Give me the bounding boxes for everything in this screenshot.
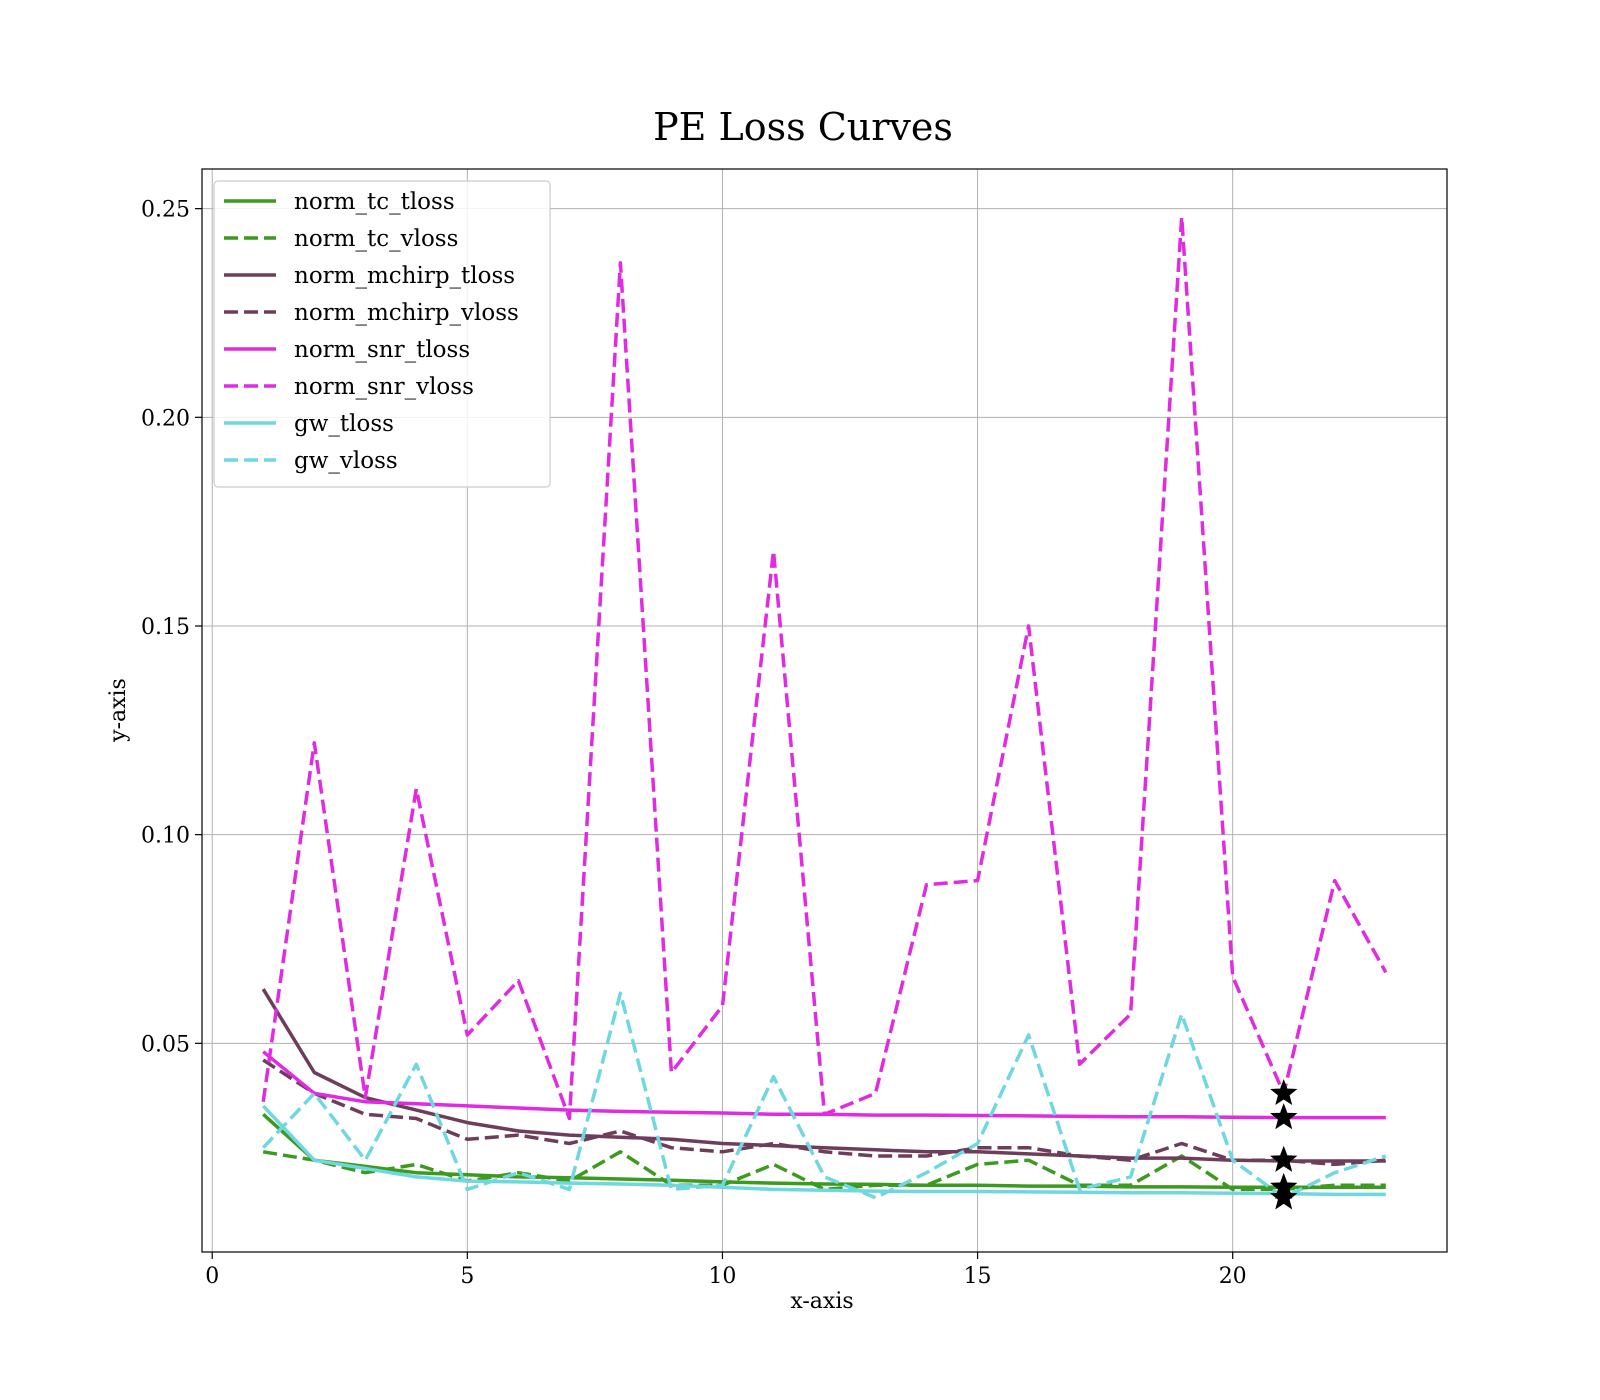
x-tick-label: 10 [708,1264,736,1289]
y-tick-label: 0.25 [141,198,190,223]
legend-label: norm_mchirp_tloss [294,263,515,289]
ticks: 0 5 10 15 20 0.05 0.10 0.15 0.20 0.25 [141,198,1247,1289]
y-tick-label: 0.15 [141,615,190,640]
marker-layer [1270,1078,1298,1210]
best-epoch-star-marker [1270,1103,1298,1130]
best-epoch-star-marker [1270,1183,1298,1210]
legend-label: norm_mchirp_vloss [294,300,519,326]
legend-label: norm_tc_vloss [294,226,458,252]
legend-label: norm_tc_tloss [294,189,455,215]
series-line-gw-tloss [261,1104,1386,1197]
legend-label: gw_tloss [294,411,394,437]
x-axis-label: x-axis [790,1289,853,1314]
best-epoch-star-marker [1270,1078,1298,1106]
x-tick-label: 5 [460,1264,474,1289]
legend-label: gw_vloss [294,448,398,474]
series-line-norm-snr-vloss [261,215,1388,1121]
series-line-norm-mchirp-tloss [261,988,1386,1163]
legend-box [213,180,551,488]
series-line-norm-mchirp-vloss [262,1058,1386,1167]
legend-label: norm_snr_tloss [294,337,470,363]
x-tick-label: 15 [964,1264,992,1289]
x-tick-label: 20 [1219,1264,1247,1289]
series-line-norm-tc-vloss [262,1150,1386,1192]
x-tick-label: 0 [205,1264,219,1289]
y-tick-label: 0.10 [141,824,190,849]
y-axis-label: y-axis [106,678,131,743]
legend-label: norm_snr_vloss [294,374,474,400]
chart-title: PE Loss Curves [653,105,953,149]
y-tick-label: 0.20 [141,406,190,431]
legend: norm_tc_tloss norm_tc_vloss norm_mchirp_tl… [213,180,551,488]
plot-frame [201,168,1448,1253]
y-tick-label: 0.05 [141,1032,190,1057]
series-layer [261,215,1388,1200]
series-line-gw-vloss [261,991,1387,1200]
best-epoch-star-marker [1270,1145,1298,1172]
